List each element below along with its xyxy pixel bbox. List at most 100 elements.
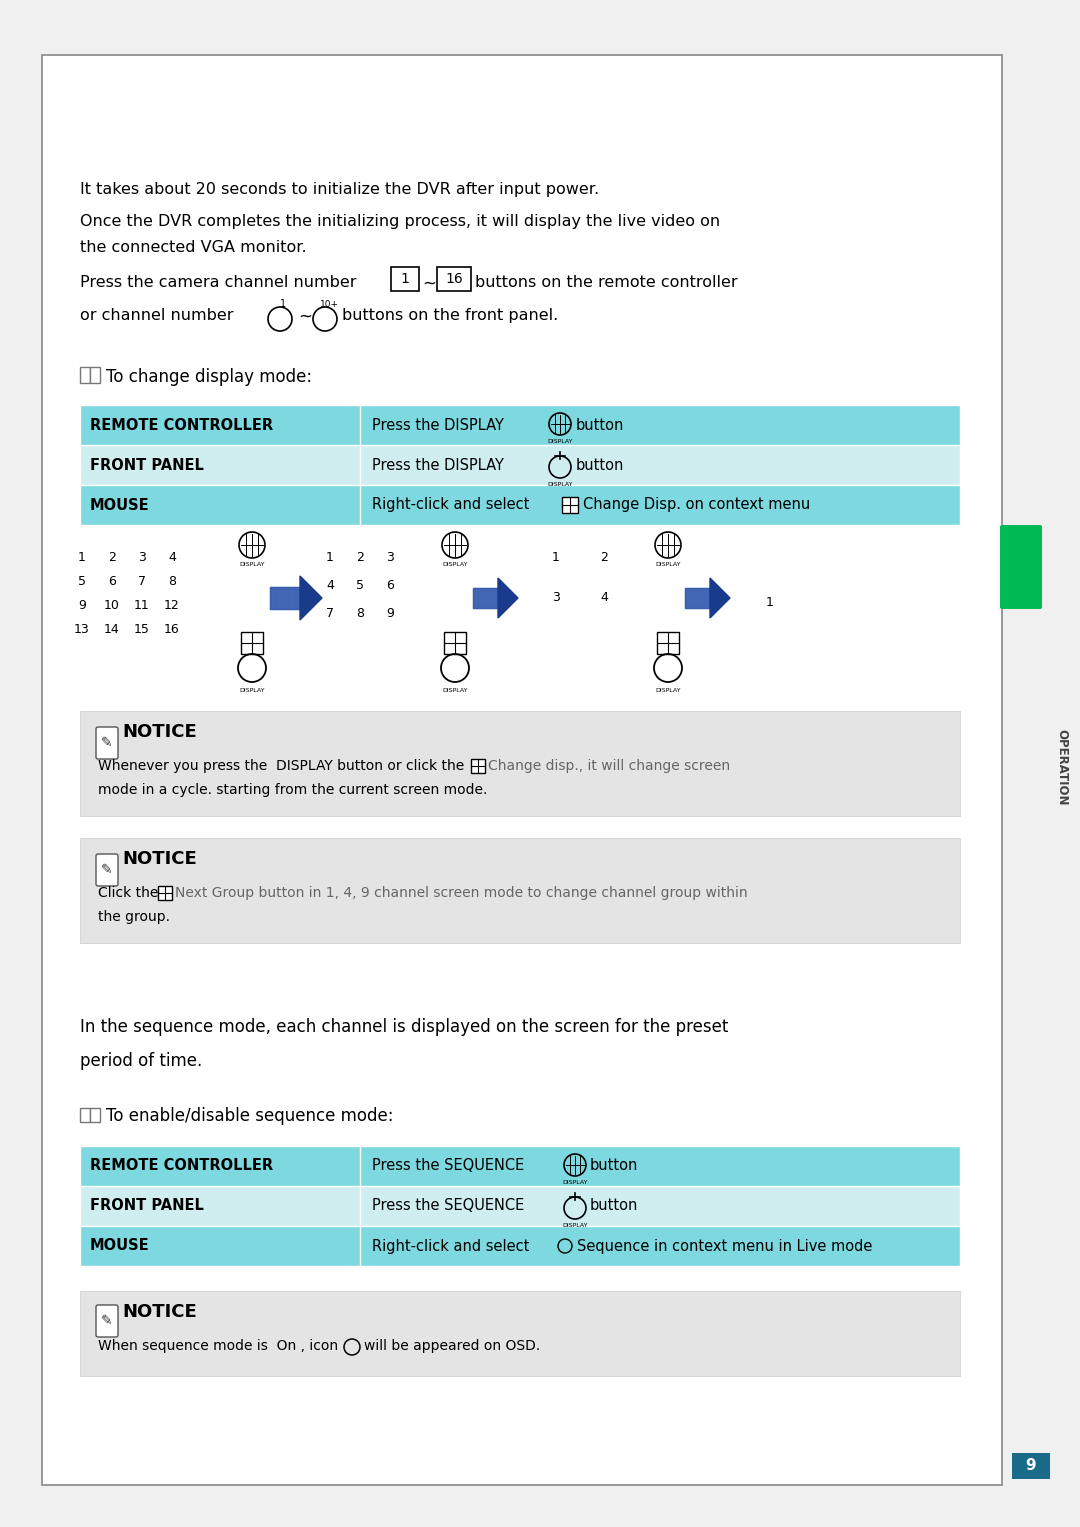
Text: OPERATION: OPERATION <box>1055 728 1068 805</box>
Text: Change Disp. on context menu: Change Disp. on context menu <box>583 498 810 513</box>
Text: NOTICE: NOTICE <box>122 851 197 867</box>
Text: button: button <box>590 1159 638 1174</box>
Text: 6: 6 <box>386 579 394 592</box>
Text: DISPLAY: DISPLAY <box>240 562 265 567</box>
Text: DISPLAY: DISPLAY <box>563 1180 588 1185</box>
Text: will be appeared on OSD.: will be appeared on OSD. <box>364 1339 540 1353</box>
Text: When sequence mode is  On , icon: When sequence mode is On , icon <box>98 1339 338 1353</box>
Polygon shape <box>300 576 322 620</box>
Text: Whenever you press the  DISPLAY button or click the: Whenever you press the DISPLAY button or… <box>98 759 464 773</box>
Text: 1: 1 <box>280 299 286 308</box>
Text: Click the: Click the <box>98 886 159 899</box>
FancyBboxPatch shape <box>444 632 465 654</box>
Text: 4: 4 <box>600 591 608 605</box>
Text: 9: 9 <box>386 608 394 620</box>
Text: Sequence in context menu in Live mode: Sequence in context menu in Live mode <box>577 1238 873 1254</box>
Text: 15: 15 <box>134 623 150 637</box>
FancyBboxPatch shape <box>241 632 264 654</box>
Text: 5: 5 <box>78 576 86 588</box>
Text: MOUSE: MOUSE <box>90 1238 150 1254</box>
Text: It takes about 20 seconds to initialize the DVR after input power.: It takes about 20 seconds to initialize … <box>80 182 599 197</box>
Text: 4: 4 <box>326 579 334 592</box>
FancyBboxPatch shape <box>1000 525 1042 609</box>
FancyBboxPatch shape <box>80 366 90 383</box>
Text: DISPLAY: DISPLAY <box>442 689 468 693</box>
Text: buttons on the front panel.: buttons on the front panel. <box>342 308 558 324</box>
Text: 14: 14 <box>104 623 120 637</box>
Text: Press the SEQUENCE: Press the SEQUENCE <box>372 1199 524 1214</box>
Text: DISPLAY: DISPLAY <box>240 689 265 693</box>
Text: button: button <box>576 417 624 432</box>
FancyBboxPatch shape <box>90 366 100 383</box>
Text: 16: 16 <box>445 272 463 286</box>
FancyBboxPatch shape <box>158 886 172 899</box>
Text: 7: 7 <box>326 608 334 620</box>
Text: 16: 16 <box>164 623 180 637</box>
Text: REMOTE CONTROLLER: REMOTE CONTROLLER <box>90 1159 273 1174</box>
Text: ~: ~ <box>298 308 312 325</box>
FancyBboxPatch shape <box>96 1306 118 1338</box>
Text: FRONT PANEL: FRONT PANEL <box>90 458 204 472</box>
Text: DISPLAY: DISPLAY <box>548 438 572 444</box>
Text: Next Group button in 1, 4, 9 channel screen mode to change channel group within: Next Group button in 1, 4, 9 channel scr… <box>175 886 747 899</box>
Text: 2: 2 <box>108 551 116 563</box>
Text: 9: 9 <box>78 599 86 612</box>
Text: 2: 2 <box>356 551 364 563</box>
Text: DISPLAY: DISPLAY <box>656 689 680 693</box>
Text: DISPLAY: DISPLAY <box>563 1223 588 1228</box>
Text: ✎: ✎ <box>102 1315 112 1328</box>
Text: 11: 11 <box>134 599 150 612</box>
Polygon shape <box>498 579 518 618</box>
Text: 3: 3 <box>138 551 146 563</box>
Text: buttons on the remote controller: buttons on the remote controller <box>475 275 738 290</box>
FancyBboxPatch shape <box>80 712 960 815</box>
FancyBboxPatch shape <box>80 838 960 944</box>
Text: 7: 7 <box>138 576 146 588</box>
FancyBboxPatch shape <box>96 727 118 759</box>
Text: 10+: 10+ <box>320 299 338 308</box>
FancyBboxPatch shape <box>80 486 960 525</box>
Polygon shape <box>710 579 730 618</box>
Text: ~: ~ <box>422 275 436 293</box>
Text: mode in a cycle. starting from the current screen mode.: mode in a cycle. starting from the curre… <box>98 783 487 797</box>
Text: 2: 2 <box>600 551 608 563</box>
FancyBboxPatch shape <box>80 1290 960 1376</box>
FancyBboxPatch shape <box>80 1226 960 1266</box>
Text: 13: 13 <box>75 623 90 637</box>
Text: 4: 4 <box>168 551 176 563</box>
Text: Press the SEQUENCE: Press the SEQUENCE <box>372 1159 524 1174</box>
FancyBboxPatch shape <box>657 632 679 654</box>
Text: NOTICE: NOTICE <box>122 1303 197 1321</box>
Text: Change disp., it will change screen: Change disp., it will change screen <box>488 759 730 773</box>
Text: 5: 5 <box>356 579 364 592</box>
FancyBboxPatch shape <box>562 496 578 513</box>
FancyBboxPatch shape <box>391 267 419 292</box>
Text: ✎: ✎ <box>102 863 112 876</box>
Text: 9: 9 <box>1026 1458 1037 1474</box>
FancyBboxPatch shape <box>80 1145 960 1186</box>
Text: DISPLAY: DISPLAY <box>442 562 468 567</box>
Text: Press the camera channel number: Press the camera channel number <box>80 275 356 290</box>
Text: DISPLAY: DISPLAY <box>656 562 680 567</box>
Text: Right-click and select: Right-click and select <box>372 498 529 513</box>
Text: 1: 1 <box>326 551 334 563</box>
Text: To enable/disable sequence mode:: To enable/disable sequence mode: <box>106 1107 393 1125</box>
Text: the connected VGA monitor.: the connected VGA monitor. <box>80 240 307 255</box>
FancyBboxPatch shape <box>80 1186 960 1226</box>
Text: button: button <box>576 458 624 472</box>
FancyBboxPatch shape <box>80 405 960 444</box>
Text: or channel number: or channel number <box>80 308 233 324</box>
Text: 3: 3 <box>386 551 394 563</box>
Text: 10: 10 <box>104 599 120 612</box>
Text: Right-click and select: Right-click and select <box>372 1238 529 1254</box>
Text: To change display mode:: To change display mode: <box>106 368 312 386</box>
Text: the group.: the group. <box>98 910 170 924</box>
FancyBboxPatch shape <box>1012 1454 1050 1480</box>
Text: 1: 1 <box>552 551 559 563</box>
Text: 3: 3 <box>552 591 559 605</box>
Text: DISPLAY: DISPLAY <box>548 483 572 487</box>
Text: REMOTE CONTROLLER: REMOTE CONTROLLER <box>90 417 273 432</box>
FancyBboxPatch shape <box>90 1109 100 1122</box>
Text: 1: 1 <box>78 551 86 563</box>
Text: Once the DVR completes the initializing process, it will display the live video : Once the DVR completes the initializing … <box>80 214 720 229</box>
